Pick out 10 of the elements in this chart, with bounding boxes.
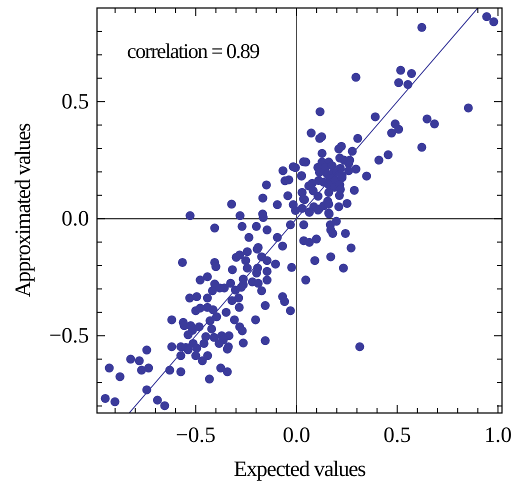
x-tick-label: 1.0 — [484, 422, 512, 447]
y-tick-label: 0.0 — [62, 206, 89, 231]
annotation: correlation = 0.89 — [127, 39, 260, 63]
y-tick-label: −0.5 — [49, 322, 89, 348]
x-tick-label: 0.0 — [282, 422, 310, 447]
x-tick-label: 0.5 — [383, 422, 411, 447]
x-axis-title: Expected values — [234, 456, 366, 481]
x-tick-label: −0.5 — [176, 422, 216, 447]
y-tick-label: 0.5 — [62, 88, 89, 114]
y-axis-title: Approximated values — [10, 123, 35, 298]
